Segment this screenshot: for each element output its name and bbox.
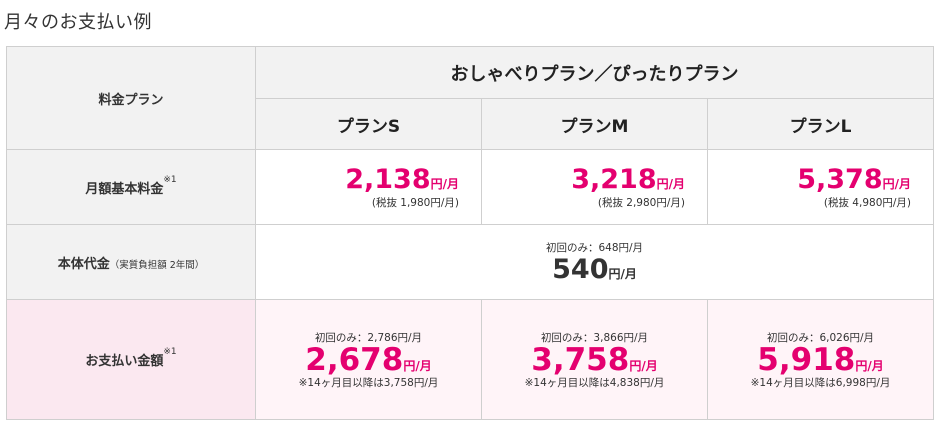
page-title: 月々のお支払い例 [4,12,152,33]
payment-label: お支払い金額 [85,354,164,369]
plan-s-header: プランS [255,98,482,150]
payment-row-label: お支払い金額※1 [6,299,256,420]
monthly-basic-unit: 円/月 [882,176,912,191]
device-row-label: 本体代金（実質負担額 2年間） [6,224,256,300]
payment-unit: 円/月 [629,358,658,373]
monthly-basic-taxfree: (税抜 4,980円/月) [823,196,912,209]
payment-price: 5,918 [757,341,856,378]
plan-l-header: プランL [706,98,935,150]
payment-first-only: 初回のみ：2,786円/月 [314,331,423,344]
device-label: 本体代金 [57,256,110,272]
pricing-table: 料金プラン おしゃべりプラン／ぴったりプラン プランS プランM プランL 月額… [6,46,935,420]
plan-group-header: おしゃべりプラン／ぴったりプラン [254,46,935,99]
payment-first-only: 初回のみ：3,866円/月 [540,331,649,344]
payment-plan-l: 初回のみ：6,026円/月 5,918円/月 ※14ヶ月目以降は6,998円/月 [706,299,935,420]
monthly-basic-price: 3,218 [571,163,657,195]
payment-first-only: 初回のみ：6,026円/月 [766,331,875,344]
payment-price: 3,758 [531,341,630,378]
payment-plan-m: 初回のみ：3,866円/月 3,758円/月 ※14ヶ月目以降は4,838円/月 [481,299,708,420]
device-unit: 円/月 [608,266,637,281]
monthly-basic-plan-l: 5,378円/月 (税抜 4,980円/月) [706,149,935,225]
payment-after: ※14ヶ月目以降は4,838円/月 [524,376,665,389]
payment-price: 2,678 [305,341,404,378]
monthly-basic-plan-s: 2,138円/月 (税抜 1,980円/月) [255,149,482,225]
payment-after: ※14ヶ月目以降は3,758円/月 [298,376,439,389]
plan-m-header: プランM [481,98,708,150]
monthly-basic-taxfree: (税抜 2,980円/月) [597,196,685,209]
payment-unit: 円/月 [855,358,884,373]
monthly-basic-plan-m: 3,218円/月 (税抜 2,980円/月) [481,149,708,225]
plan-row-label-text: 料金プラン [98,92,164,108]
device-first-only: 初回のみ：648円/月 [545,241,644,254]
device-label-note: （実質負担額 2年間） [109,259,205,271]
monthly-basic-row-label: 月額基本料金※1 [6,149,256,225]
monthly-basic-unit: 円/月 [430,176,459,191]
monthly-basic-taxfree: (税抜 1,980円/月) [371,196,459,209]
monthly-basic-price: 5,378 [797,163,883,195]
payment-after: ※14ヶ月目以降は6,998円/月 [750,376,891,389]
plan-row-label: 料金プラン [6,46,256,150]
monthly-basic-unit: 円/月 [656,176,685,191]
payment-unit: 円/月 [403,358,432,373]
payment-plan-s: 初回のみ：2,786円/月 2,678円/月 ※14ヶ月目以降は3,758円/月 [255,299,482,420]
monthly-basic-label: 月額基本料金 [85,181,164,197]
payment-note: ※1 [163,347,177,357]
device-price-cell: 初回のみ：648円/月 540円/月 [254,224,935,300]
device-price: 540 [552,253,609,285]
monthly-basic-note: ※1 [163,174,177,185]
monthly-basic-price: 2,138 [345,163,431,195]
